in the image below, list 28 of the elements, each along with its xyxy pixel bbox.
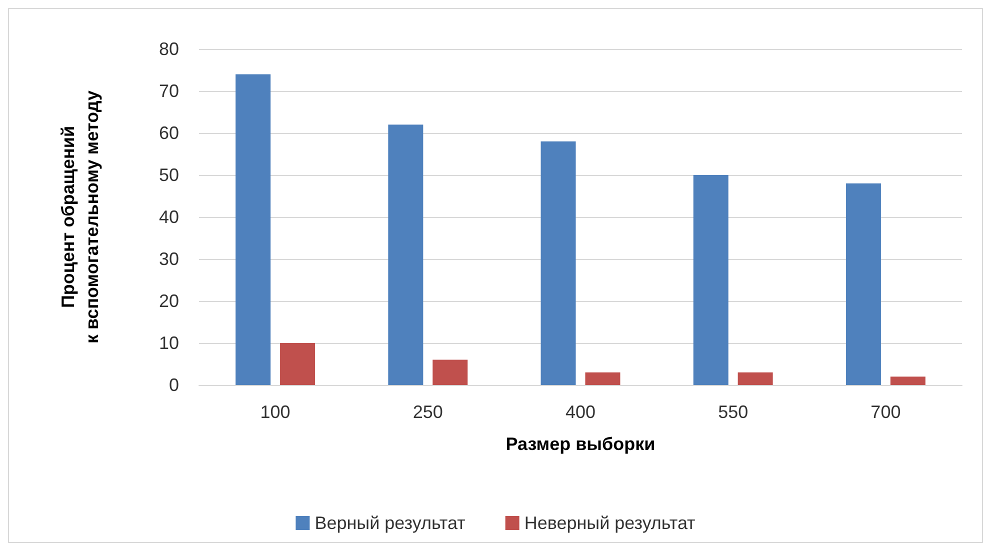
bar	[585, 372, 620, 385]
y-tick-label: 20	[158, 291, 179, 311]
y-tick-label: 50	[158, 165, 179, 185]
bar	[540, 141, 576, 385]
y-tick-label: 40	[158, 207, 179, 227]
bar	[388, 124, 424, 385]
bar	[693, 175, 728, 385]
x-tick-label: 550	[718, 402, 748, 422]
y-tick-label: 70	[158, 81, 179, 101]
y-tick-label: 80	[158, 39, 179, 59]
bar	[432, 360, 468, 385]
y-tick-label: 30	[158, 249, 179, 269]
bar	[738, 372, 773, 385]
y-tick-label: 0	[168, 375, 179, 395]
bar	[890, 376, 926, 385]
x-tick-label: 700	[870, 402, 901, 422]
y-tick-label: 10	[158, 333, 179, 353]
x-tick-label: 100	[260, 402, 290, 422]
y-tick-label: 60	[158, 123, 179, 143]
bar	[236, 74, 271, 385]
x-axis-title: Размер выборки	[506, 434, 656, 454]
y-axis-title: Процент обращений к вспомогательному методу	[58, 90, 102, 344]
x-tick-label: 250	[412, 402, 443, 422]
x-tick-label: 400	[565, 402, 596, 422]
bar	[280, 343, 316, 385]
legend-label: Верный результат	[314, 513, 466, 533]
bar	[846, 183, 881, 385]
legend-label: Неверный результат	[524, 513, 696, 533]
